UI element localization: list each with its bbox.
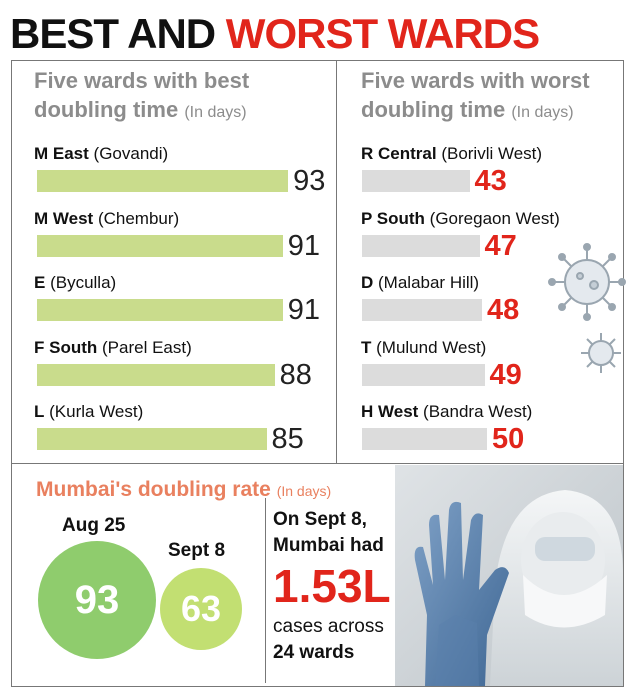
best-ward-value: 85 <box>271 423 304 455</box>
worst-ward-name: H West <box>361 402 419 421</box>
worst-ward-name: P South <box>361 208 425 228</box>
worst-ward-label: T (Mulund West) <box>361 337 486 359</box>
worst-ward-area: (Mulund West) <box>376 337 487 357</box>
headline: BEST AND WORST WARDS <box>10 6 540 62</box>
worst-ward-name: T <box>361 337 372 357</box>
best-ward-bar <box>37 363 275 386</box>
best-ward-bar <box>37 299 283 321</box>
best-ward-label: E (Byculla) <box>34 272 116 294</box>
infographic-frame <box>11 60 624 687</box>
best-ward-area: (Parel East) <box>102 337 192 357</box>
aug-date-label: Aug 25 <box>62 515 126 536</box>
worst-ward-area: (Goregaon West) <box>429 208 560 228</box>
best-ward-bar <box>37 428 267 450</box>
best-title-line2: doubling time <box>34 97 179 122</box>
worst-ward-value: 49 <box>489 358 522 391</box>
sept-date-label: Sept 8 <box>168 540 226 561</box>
aug-value: 93 <box>74 577 120 622</box>
best-ward-label: M East (Govandi) <box>34 143 168 165</box>
fact-line-4: 24 wards <box>273 642 355 663</box>
worst-ward-value: 48 <box>487 294 520 326</box>
worst-ward-name: D <box>361 273 374 292</box>
worst-ward-bar <box>362 299 482 321</box>
best-ward-area: (Chembur) <box>97 208 180 228</box>
fact-big-number: 1.53L <box>273 560 391 612</box>
best-title-line1: Five wards with best <box>34 68 250 93</box>
worst-ward-value: 50 <box>492 423 525 455</box>
worst-ward-area: (Bandra West) <box>423 402 533 421</box>
virus-small-icon <box>581 333 621 373</box>
worst-title-line1: Five wards with worst <box>361 68 590 93</box>
fact-line-2: Mumbai had <box>273 535 384 556</box>
sept-value: 63 <box>180 588 222 629</box>
fact-line-1: On Sept 8, <box>273 509 367 530</box>
worst-ward-bar <box>362 234 480 257</box>
best-ward-label: L (Kurla West) <box>34 401 143 423</box>
best-ward-name: M West <box>34 208 94 228</box>
mumbai-rate-title: Mumbai's doubling rate (In days) <box>36 478 331 502</box>
best-ward-area: (Kurla West) <box>49 402 144 421</box>
worst-ward-label: P South (Goregaon West) <box>361 208 560 230</box>
worst-ward-label: R Central (Borivli West) <box>361 143 542 165</box>
best-title-unit: (In days) <box>184 104 247 121</box>
sept-circle: 63 <box>160 568 242 650</box>
best-ward-label: F South (Parel East) <box>34 337 192 359</box>
worst-ward-bar <box>362 170 470 192</box>
worst-title-unit: (In days) <box>511 104 574 121</box>
best-ward-name: M East <box>34 144 89 163</box>
mumbai-rate-title-text: Mumbai's doubling rate <box>36 478 271 501</box>
best-ward-value: 88 <box>279 358 312 391</box>
worst-ward-value: 47 <box>484 229 517 262</box>
worst-ward-label: D (Malabar Hill) <box>361 272 479 294</box>
mumbai-rate-unit: (In days) <box>276 483 332 499</box>
best-ward-name: L <box>34 402 45 421</box>
best-ward-name: F South <box>34 337 98 357</box>
best-panel-title: Five wards with best doubling time (In d… <box>34 66 249 127</box>
worst-ward-value: 43 <box>474 165 507 197</box>
best-ward-value: 93 <box>293 165 326 197</box>
best-ward-name: E <box>34 273 46 292</box>
worst-panel-title: Five wards with worst doubling time (In … <box>361 66 590 127</box>
best-ward-area: (Byculla) <box>50 273 117 292</box>
worst-ward-bar <box>362 428 487 450</box>
panel-divider-vertical <box>336 60 337 464</box>
virus-icon <box>548 243 626 321</box>
fact-divider <box>265 498 266 683</box>
best-ward-area: (Govandi) <box>93 144 169 163</box>
best-ward-bar <box>37 170 289 192</box>
panel-divider-horizontal <box>11 463 624 464</box>
worst-ward-bar <box>362 363 485 386</box>
worst-ward-area: (Malabar Hill) <box>378 273 480 292</box>
worst-ward-area: (Borivli West) <box>441 144 543 163</box>
fact-line-3: cases across <box>273 616 384 637</box>
best-ward-value: 91 <box>287 294 320 326</box>
worst-ward-label: H West (Bandra West) <box>361 401 532 423</box>
worst-title-line2: doubling time <box>361 97 506 122</box>
best-ward-value: 91 <box>287 229 320 262</box>
aug-circle: 93 <box>38 541 156 659</box>
worst-ward-name: R Central <box>361 144 437 163</box>
best-ward-label: M West (Chembur) <box>34 208 179 230</box>
health-worker-photo <box>395 465 623 686</box>
best-ward-bar <box>37 234 283 257</box>
headline-worst-wards: WORST WARDS <box>225 10 540 57</box>
headline-best-and: BEST AND <box>10 10 216 57</box>
